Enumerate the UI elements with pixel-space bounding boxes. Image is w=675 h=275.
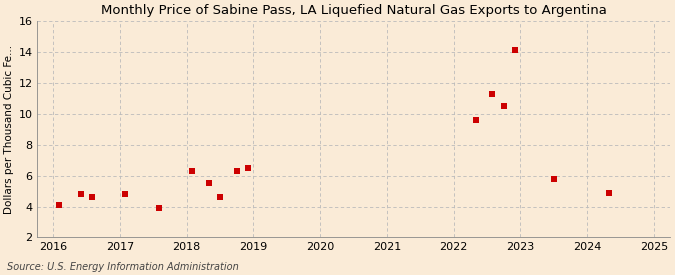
Point — [510, 48, 520, 53]
Point — [603, 190, 614, 195]
Point — [487, 92, 497, 96]
Point — [86, 195, 97, 199]
Point — [203, 181, 214, 186]
Point — [215, 195, 225, 199]
Point — [548, 177, 559, 181]
Point — [498, 104, 509, 108]
Title: Monthly Price of Sabine Pass, LA Liquefied Natural Gas Exports to Argentina: Monthly Price of Sabine Pass, LA Liquefi… — [101, 4, 606, 17]
Point — [243, 166, 254, 170]
Text: Source: U.S. Energy Information Administration: Source: U.S. Energy Information Administ… — [7, 262, 238, 272]
Point — [53, 203, 64, 207]
Point — [470, 118, 481, 122]
Point — [76, 192, 86, 196]
Point — [120, 192, 131, 196]
Point — [153, 206, 164, 210]
Point — [187, 169, 198, 173]
Point — [232, 169, 242, 173]
Y-axis label: Dollars per Thousand Cubic Fe...: Dollars per Thousand Cubic Fe... — [4, 45, 14, 214]
